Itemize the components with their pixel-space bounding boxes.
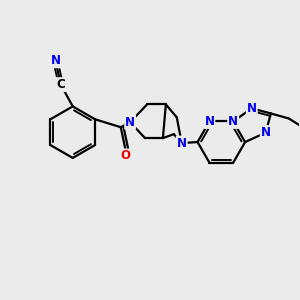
Text: N: N: [204, 115, 214, 128]
Text: O: O: [121, 149, 131, 162]
Text: N: N: [51, 54, 61, 67]
Text: C: C: [56, 78, 65, 91]
Text: N: N: [247, 102, 257, 115]
Text: N: N: [125, 116, 135, 129]
Text: N: N: [177, 136, 187, 150]
Text: N: N: [228, 115, 238, 128]
Text: N: N: [261, 126, 271, 139]
